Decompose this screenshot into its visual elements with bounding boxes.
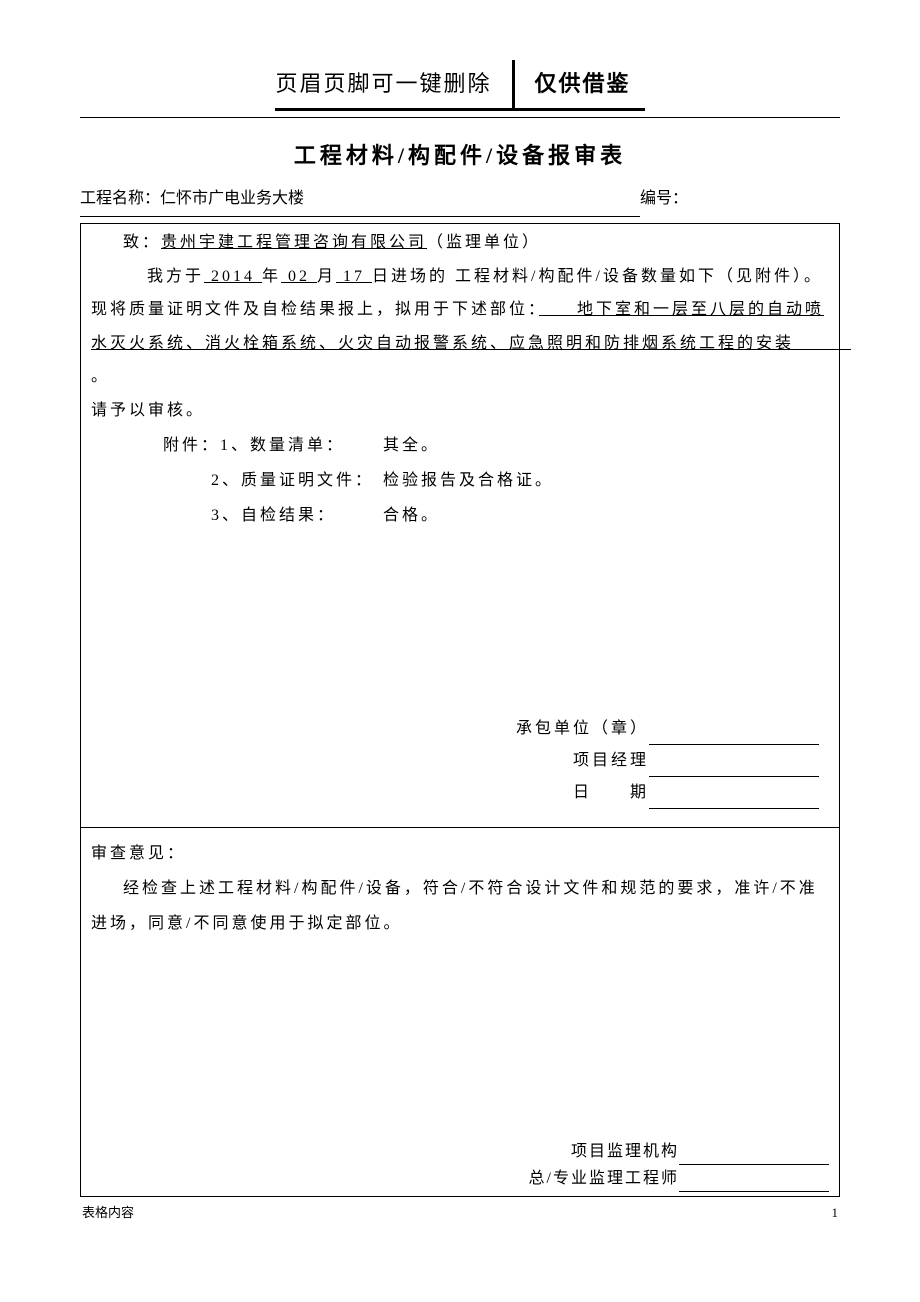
- project-label: 工程名称：: [80, 190, 160, 207]
- attach-3-value: 合格。: [383, 498, 829, 533]
- project-field: 工程名称：仁怀市广电业务大楼: [80, 185, 640, 217]
- header-underline: [80, 117, 840, 118]
- contractor-label: 承包单位（章）: [516, 713, 649, 745]
- date-line: [649, 808, 819, 809]
- page-footer: 表格内容 1: [80, 1201, 840, 1224]
- day: 17: [336, 268, 372, 285]
- meta-row: 工程名称：仁怀市广电业务大楼 编号：: [80, 185, 840, 217]
- page-header: 页眉页脚可一键删除 仅供借鉴: [80, 60, 840, 111]
- contractor-sig-row: 承包单位（章）: [91, 713, 829, 745]
- attach-3-label: 3、自检结果：: [211, 498, 383, 533]
- number-label: 编号：: [640, 190, 688, 207]
- addressee-line: 致：贵州宇建工程管理咨询有限公司（监理单位）: [91, 226, 829, 260]
- attach-1-label-text: 1、数量清单：: [220, 437, 345, 454]
- attach-2-value: 检验报告及合格证。: [383, 463, 829, 498]
- contractor-signature-block: 承包单位（章） 项目经理 日 期: [91, 713, 829, 809]
- body-a: 我方于: [147, 268, 204, 285]
- review-signature-block: 项目监理机构 总/专业监理工程师: [91, 1138, 829, 1192]
- attach-row-1: 附件：1、数量清单： 其全。: [163, 428, 829, 463]
- supervisor-name: 贵州宇建工程管理咨询有限公司: [161, 234, 427, 251]
- footer-right: 1: [832, 1201, 839, 1224]
- attach-2-label: 2、质量证明文件：: [211, 463, 383, 498]
- engineer-line: [679, 1191, 829, 1192]
- pm-label: 项目经理: [573, 745, 649, 777]
- review-request: 请予以审核。: [91, 394, 829, 428]
- review-section: 审查意见： 经检查上述工程材料/构配件/设备，符合/不符合设计文件和规范的要求，…: [80, 827, 840, 1197]
- pm-sig-row: 项目经理: [91, 745, 829, 777]
- supervisor-suffix: （监理单位）: [427, 234, 541, 251]
- number-field: 编号：: [640, 185, 840, 217]
- attach-row-2: 2、质量证明文件： 检验报告及合格证。: [211, 463, 829, 498]
- body-e: 。: [91, 368, 110, 385]
- attach-1-value: 其全。: [383, 428, 829, 463]
- review-body-text: 经检查上述工程材料/构配件/设备，符合/不符合设计文件和规范的要求，准许/不准进…: [91, 871, 829, 941]
- header-right-text: 仅供借鉴: [512, 60, 645, 111]
- engineer-sig-row: 总/专业监理工程师: [91, 1165, 829, 1192]
- submission-body: 我方于 2014 年 02 月 17 日进场的 工程材料/构配件/设备数量如下（…: [91, 260, 829, 394]
- year: 2014: [204, 268, 262, 285]
- org-label: 项目监理机构: [571, 1138, 679, 1165]
- header-left-text: 页眉页脚可一键删除: [275, 60, 511, 111]
- date-label: 日 期: [573, 777, 649, 809]
- date-sig-row: 日 期: [91, 777, 829, 809]
- to-label: 致：: [123, 234, 161, 251]
- attachments-block: 附件：1、数量清单： 其全。 2、质量证明文件： 检验报告及合格证。 3、自检结…: [163, 428, 829, 534]
- doc-title: 工程材料/构配件/设备报审表: [80, 136, 840, 176]
- org-sig-row: 项目监理机构: [91, 1138, 829, 1165]
- attach-1-label: 附件：1、数量清单：: [163, 428, 383, 463]
- attach-row-3: 3、自检结果： 合格。: [211, 498, 829, 533]
- engineer-label: 总/专业监理工程师: [529, 1165, 679, 1192]
- review-heading: 审查意见：: [91, 836, 829, 871]
- attach-prefix: 附件：: [163, 437, 220, 454]
- project-name: 仁怀市广电业务大楼: [160, 190, 304, 207]
- month: 02: [281, 268, 317, 285]
- submission-section: 致：贵州宇建工程管理咨询有限公司（监理单位） 我方于 2014 年 02 月 1…: [80, 223, 840, 827]
- body-c: 月: [317, 268, 336, 285]
- body-b: 年: [262, 268, 281, 285]
- footer-left: 表格内容: [82, 1201, 134, 1224]
